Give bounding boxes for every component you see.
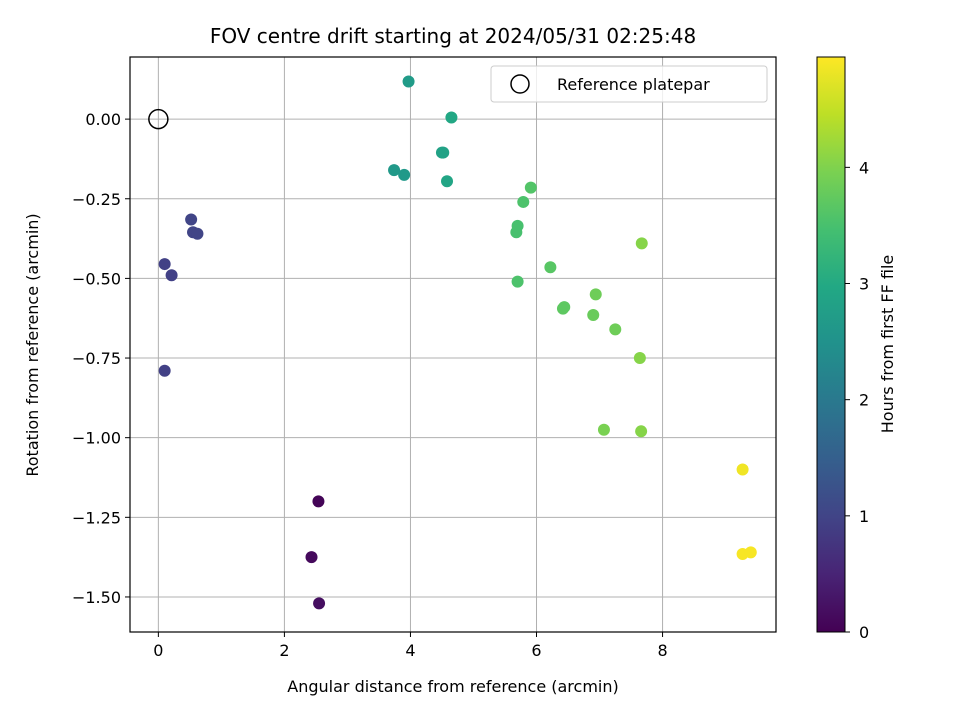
y-tick-label: −0.75 [72,349,121,368]
y-tick-label: −0.50 [72,269,121,288]
data-point [441,175,454,188]
data-point [158,364,171,377]
x-axis-label: Angular distance from reference (arcmin) [287,677,618,696]
data-point [511,275,524,288]
colorbar-ticks: 0 1 2 3 4 [845,158,869,642]
colorbar: 0 1 2 3 4 Hours from first FF file [816,56,897,642]
data-point [609,323,622,336]
data-point [165,269,178,282]
data-point [587,309,600,322]
x-tick-label: 4 [405,641,415,660]
y-axis-ticks: −1.50 −1.25 −1.00 −0.75 −0.50 −0.25 0.00 [72,110,130,607]
colorbar-tick-label: 2 [859,391,869,410]
colorbar-tick-label: 0 [859,623,869,642]
x-tick-label: 6 [531,641,541,660]
data-point [633,352,646,365]
data-point [158,258,171,271]
data-point [402,75,415,88]
x-tick-label: 0 [153,641,163,660]
data-point [191,227,204,240]
data-point [437,146,450,159]
y-tick-label: −1.00 [72,429,121,448]
data-point [510,226,523,239]
data-point [597,423,610,436]
y-tick-label: −1.50 [72,588,121,607]
data-point [524,181,537,194]
colorbar-tick-label: 1 [859,507,869,526]
plot-area-frame [129,56,777,633]
legend: Reference platepar [490,65,768,103]
colorbar-label: Hours from first FF file [878,255,897,434]
y-tick-label: −1.25 [72,508,121,527]
chart-title: FOV centre drift starting at 2024/05/31 … [210,24,696,48]
data-point [558,301,571,314]
legend-box [490,65,768,103]
data-point [517,195,530,208]
legend-marker-open-circle [510,74,530,94]
legend-label: Reference platepar [557,75,710,94]
data-point [544,261,557,274]
data-point [445,111,458,124]
data-points [158,75,757,610]
colorbar-tick-label: 3 [859,275,869,294]
reference-marker-layer [148,108,169,130]
data-point [744,546,757,559]
colorbar-gradient [816,56,846,633]
grid-lines [130,57,776,632]
y-tick-label: 0.00 [85,110,121,129]
data-point [736,463,749,476]
x-axis-ticks: 0 2 4 6 8 [153,632,668,660]
x-tick-label: 2 [279,641,289,660]
data-point [313,597,326,610]
data-point [398,168,411,181]
y-tick-label: −0.25 [72,190,121,209]
colorbar-tick-label: 4 [859,158,869,177]
reference-platepar-marker [148,108,169,130]
y-axis-label: Rotation from reference (arcmin) [23,213,42,476]
data-point [635,425,648,438]
data-point [388,164,401,177]
data-point [312,495,325,508]
data-point [589,288,602,301]
data-point [635,237,648,250]
x-tick-label: 8 [657,641,667,660]
data-point [305,551,318,564]
data-point [185,213,198,226]
